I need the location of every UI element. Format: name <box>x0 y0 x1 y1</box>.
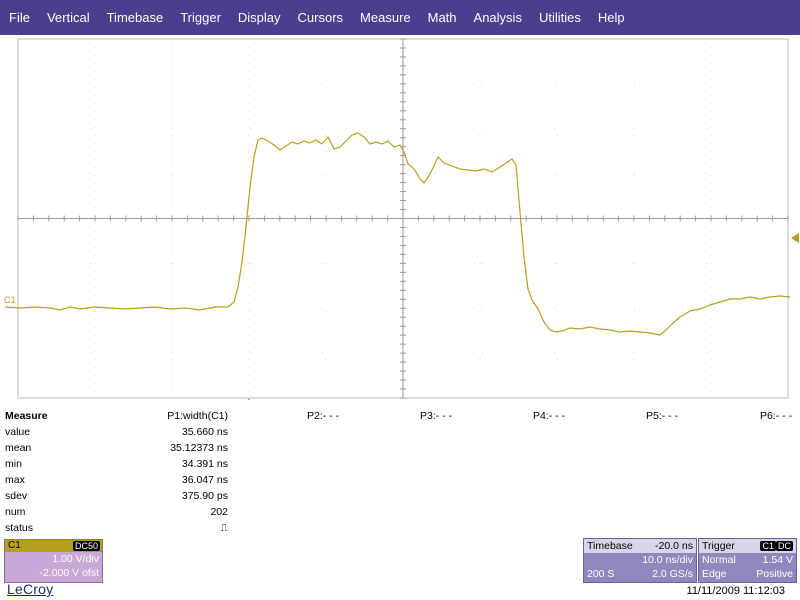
measure-row-value: 34.391 ns <box>181 458 228 470</box>
measure-row-value: 36.047 ns <box>181 474 228 486</box>
channel-vdiv: 1.00 V/div <box>52 553 99 565</box>
menu-analysis[interactable]: Analysis <box>473 10 522 25</box>
measure-title: Measure <box>5 410 48 422</box>
menu-bar: File Vertical Timebase Trigger Display Cursor… <box>0 0 800 35</box>
trigger-position-marker <box>247 398 251 400</box>
measure-row-label: mean <box>5 442 32 454</box>
trigger-header: Trigger C1 DC <box>699 539 796 553</box>
trigger-slope: Positive <box>756 568 793 580</box>
measure-row: max 36.047 ns <box>0 474 800 490</box>
measure-row-value: ⎍ <box>220 522 228 534</box>
measure-row: min 34.391 ns <box>0 458 800 474</box>
measure-table: Measure P1:width(C1) P2:- - - P3:- - - P4:- … <box>0 410 800 538</box>
measure-row-value: 375.90 ps <box>181 490 228 502</box>
timebase-samples: 200 S <box>587 568 615 580</box>
channel-marker-label: C1 <box>4 295 16 305</box>
measure-row-label: max <box>5 474 25 486</box>
measure-row: num 202 <box>0 506 800 522</box>
date-time: 11/11/2009 11:12:03 <box>686 585 785 597</box>
waveform-grid[interactable]: C1 <box>0 37 800 400</box>
trigger-descriptor[interactable]: Trigger C1 DC Normal 1.54 V Edge Positive <box>698 538 797 583</box>
trigger-level-marker <box>791 233 799 243</box>
menu-timebase[interactable]: Timebase <box>106 10 164 25</box>
channel-header: C1 DC50 <box>5 540 102 552</box>
timebase-label: Timebase <box>587 540 633 552</box>
trigger-mode: Normal <box>702 554 736 566</box>
trigger-coupling-tag: DC <box>776 541 793 551</box>
channel-offset: -2.000 V ofst <box>39 567 99 579</box>
menu-file[interactable]: File <box>9 10 30 25</box>
menu-trigger[interactable]: Trigger <box>180 10 221 25</box>
measure-row-label: sdev <box>5 490 28 502</box>
measure-row-value: 35.12373 ns <box>170 442 228 454</box>
timebase-descriptor[interactable]: Timebase -20.0 ns 10.0 ns/div 200 S 2.0 … <box>583 538 697 583</box>
measure-row: status ⎍ <box>0 522 800 538</box>
measure-row-value: 35.660 ns <box>181 426 228 438</box>
timebase-rate: 2.0 GS/s <box>652 568 693 580</box>
channel-descriptor[interactable]: C1 DC50 1.00 V/div -2.000 V ofst <box>4 539 103 583</box>
trigger-source-tag: C1 <box>760 541 776 551</box>
trigger-label: Trigger <box>702 540 735 552</box>
lecroy-logo: LeCroy <box>7 581 54 597</box>
p1-header[interactable]: P1:width(C1) <box>167 410 228 422</box>
timebase-header: Timebase -20.0 ns <box>584 539 696 553</box>
menu-display[interactable]: Display <box>237 10 281 25</box>
channel-name: C1 <box>8 540 21 551</box>
menu-help[interactable]: Help <box>597 10 625 25</box>
trigger-type: Edge <box>702 568 727 580</box>
param-p5[interactable]: P5:- - - <box>646 410 679 422</box>
menu-math[interactable]: Math <box>427 10 457 25</box>
menu-vertical[interactable]: Vertical <box>46 10 90 25</box>
measure-row-label: value <box>5 426 31 438</box>
param-p2[interactable]: P2:- - - <box>307 410 340 422</box>
measure-row: mean 35.12373 ns <box>0 442 800 458</box>
trigger-tags: C1 DC <box>760 539 793 553</box>
param-p4[interactable]: P4:- - - <box>533 410 566 422</box>
measure-row-label: status <box>5 522 34 534</box>
param-p6[interactable]: P6:- - - <box>760 410 793 422</box>
measure-row-label: min <box>5 458 22 470</box>
measure-row: sdev 375.90 ps <box>0 490 800 506</box>
coupling-badge: DC50 <box>72 541 100 551</box>
trigger-level: 1.54 V <box>762 554 793 566</box>
measure-row-label: num <box>5 506 26 518</box>
timebase-delay: -20.0 ns <box>655 540 693 552</box>
measure-row: value 35.660 ns <box>0 426 800 442</box>
measure-header-row: Measure P1:width(C1) P2:- - - P3:- - - P4:- … <box>0 410 800 426</box>
waveform-display[interactable]: C1 <box>0 37 800 400</box>
waveform-trace <box>4 132 791 336</box>
menu-measure[interactable]: Measure <box>360 10 411 25</box>
timebase-tdiv: 10.0 ns/div <box>642 554 693 566</box>
menu-cursors[interactable]: Cursors <box>297 10 344 25</box>
menu-utilities[interactable]: Utilities <box>538 10 581 25</box>
param-p3[interactable]: P3:- - - <box>420 410 453 422</box>
measure-row-value: 202 <box>210 506 228 518</box>
